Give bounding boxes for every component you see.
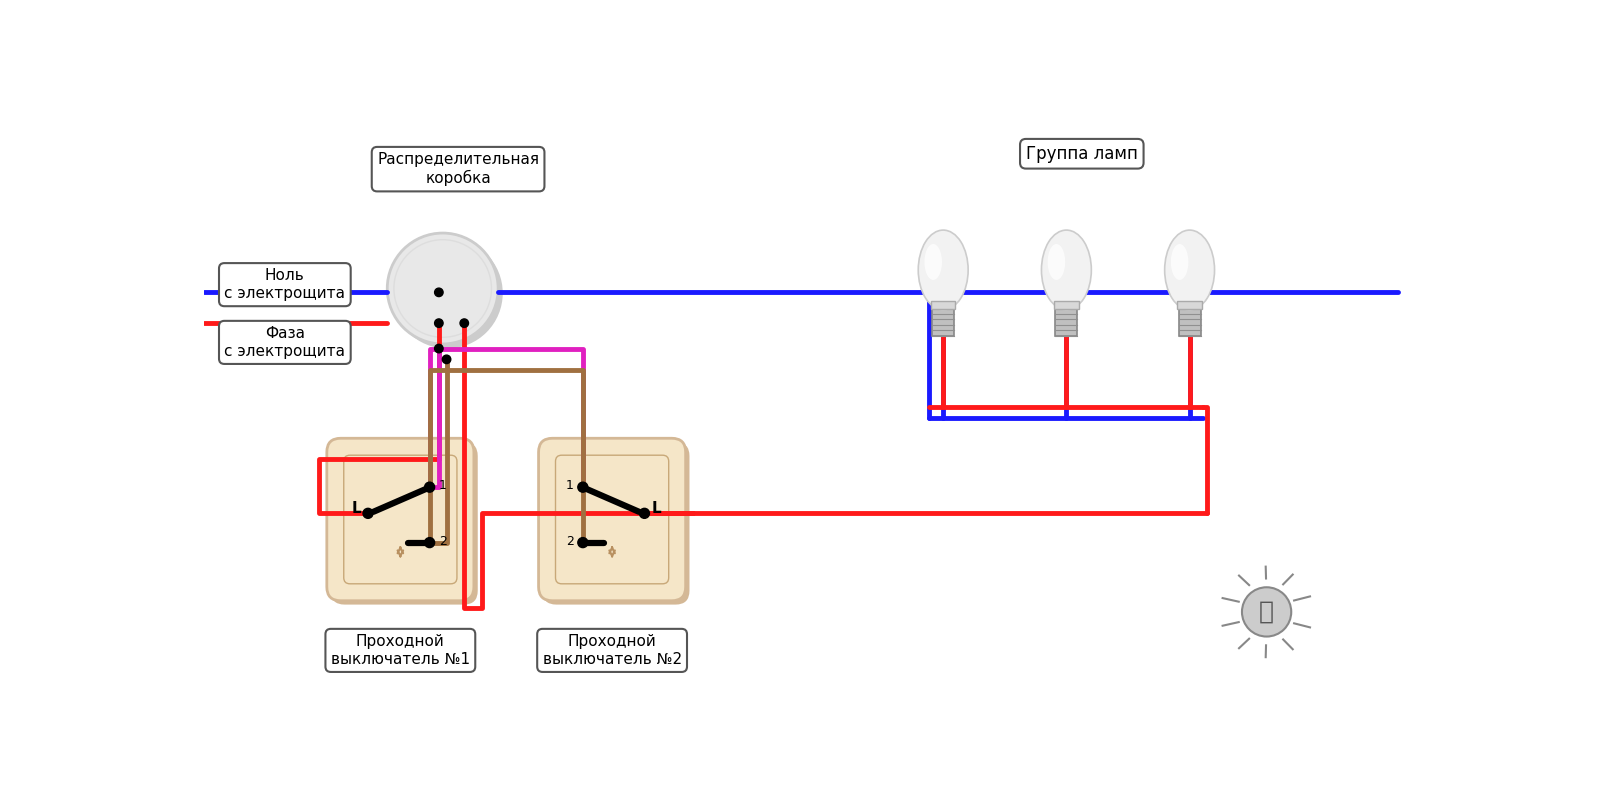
Circle shape	[363, 508, 373, 518]
Circle shape	[578, 538, 587, 548]
Circle shape	[1242, 587, 1291, 637]
Circle shape	[461, 319, 469, 327]
Text: Ноль
с электрощита: Ноль с электрощита	[224, 269, 346, 301]
FancyBboxPatch shape	[542, 442, 690, 605]
Text: Распределительная
коробка: Распределительная коробка	[378, 152, 539, 186]
Circle shape	[435, 344, 443, 353]
Text: Фаза
с электрощита: Фаза с электрощита	[224, 326, 346, 358]
Circle shape	[387, 233, 498, 344]
Text: Группа ламп: Группа ламп	[1026, 145, 1138, 162]
Text: 2: 2	[438, 534, 446, 547]
Text: Проходной
выключатель №2: Проходной выключатель №2	[542, 634, 682, 666]
Ellipse shape	[925, 244, 942, 280]
Circle shape	[442, 355, 451, 363]
FancyBboxPatch shape	[1179, 308, 1200, 336]
Ellipse shape	[1042, 230, 1091, 310]
FancyBboxPatch shape	[1178, 301, 1202, 309]
Circle shape	[578, 482, 587, 492]
Circle shape	[424, 482, 435, 492]
Ellipse shape	[1171, 244, 1189, 280]
Text: L: L	[352, 502, 362, 516]
FancyBboxPatch shape	[326, 438, 474, 601]
Text: ✊: ✊	[1259, 600, 1274, 624]
Text: Проходной
выключатель №1: Проходной выключатель №1	[331, 634, 470, 666]
Circle shape	[435, 319, 443, 327]
FancyBboxPatch shape	[931, 301, 955, 309]
Circle shape	[435, 288, 443, 297]
Text: 1: 1	[438, 479, 446, 492]
FancyBboxPatch shape	[539, 438, 686, 601]
FancyBboxPatch shape	[933, 308, 954, 336]
Ellipse shape	[918, 230, 968, 310]
FancyBboxPatch shape	[331, 442, 478, 605]
Text: L: L	[651, 502, 661, 516]
Text: 1: 1	[566, 479, 573, 492]
Text: 2: 2	[566, 534, 573, 547]
Circle shape	[392, 238, 502, 349]
Circle shape	[424, 538, 435, 548]
FancyBboxPatch shape	[1054, 301, 1078, 309]
Circle shape	[640, 508, 650, 518]
Ellipse shape	[1165, 230, 1214, 310]
Ellipse shape	[1048, 244, 1066, 280]
FancyBboxPatch shape	[1056, 308, 1077, 336]
